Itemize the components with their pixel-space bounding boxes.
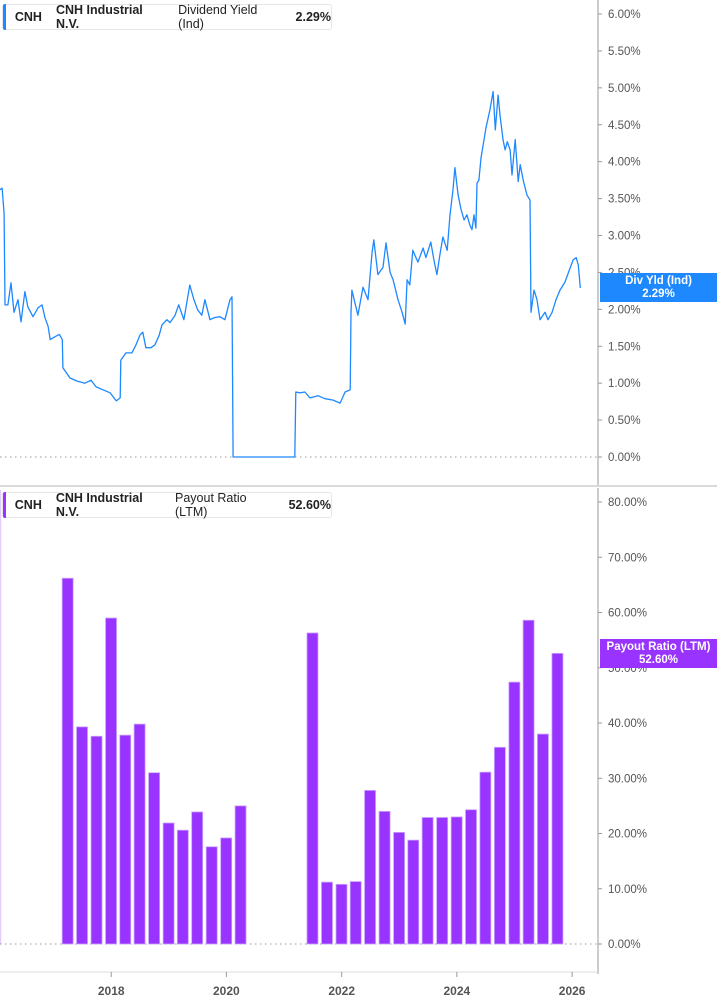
payout-bar: [220, 837, 233, 945]
y-tick-label: 10.00%: [608, 884, 647, 896]
payout-bar: [61, 577, 74, 945]
tag-value: 52.60%: [638, 654, 678, 666]
y-tick-label: 0.00%: [608, 452, 641, 464]
y-tick-label: 60.00%: [608, 608, 647, 620]
y-tick-label: 4.50%: [608, 120, 641, 132]
x-tick-label: 2026: [559, 984, 586, 998]
payout-bar: [148, 772, 161, 945]
payout-bar: [191, 811, 204, 945]
legend-metric: Dividend Yield (Ind): [178, 3, 258, 31]
payout-ratio-legend: CNH CNH Industrial N.V. Payout Ratio (LT…: [2, 491, 332, 519]
payout-bar: [421, 817, 434, 945]
y-tick-label: 0.00%: [608, 939, 641, 951]
legend-company: CNH Industrial N.V.: [55, 491, 143, 519]
y-tick-label: 20.00%: [608, 829, 647, 841]
payout-bar: [234, 805, 247, 945]
y-tick-label: 30.00%: [608, 773, 647, 785]
dividend-yield-current-tag: Div Yld (Ind) 2.29%: [600, 273, 717, 302]
x-axis: 2018 2020 2022 2024 2026: [0, 971, 598, 998]
payout-bar: [205, 846, 218, 945]
y-tick-label: 40.00%: [608, 718, 647, 730]
payout-bar: [450, 816, 463, 945]
y-tick-label: 2.00%: [608, 304, 641, 316]
y-tick-label: 4.00%: [608, 157, 641, 169]
series-color-swatch: [3, 4, 6, 30]
x-tick-label: 2022: [328, 984, 355, 998]
payout-bar: [465, 809, 477, 945]
legend-ticker: CNH: [14, 498, 42, 512]
payout-bar: [321, 881, 333, 945]
legend-company: CNH Industrial N.V.: [55, 3, 143, 31]
y-tick-label: 0.50%: [608, 415, 641, 427]
payout-bar: [364, 790, 376, 945]
payout-bar: [176, 829, 189, 945]
payout-bar: [508, 681, 521, 945]
y-tick-label: 80.00%: [608, 497, 647, 509]
y-tick-label: 6.00%: [608, 9, 641, 21]
payout-bar: [378, 811, 391, 945]
payout-bar: [537, 733, 549, 945]
payout-bar: [479, 771, 492, 945]
y-tick-label: 70.00%: [608, 552, 647, 564]
payout-bar: [76, 726, 88, 945]
payout-bar: [90, 735, 103, 945]
payout-bar: [522, 619, 535, 945]
payout-bar: [493, 746, 506, 945]
payout-bar: [335, 883, 348, 945]
payout-bar: [551, 652, 564, 945]
payout-bar: [162, 822, 175, 945]
y-tick-label: 3.00%: [608, 231, 641, 243]
series-color-swatch: [3, 492, 6, 518]
legend-value: 2.29%: [295, 10, 331, 24]
y-tick-label: 5.50%: [608, 46, 641, 58]
dividend-yield-line: [0, 90, 581, 458]
x-tick-label: 2024: [443, 984, 470, 998]
x-tick-label: 2020: [213, 984, 240, 998]
payout-bar: [105, 617, 117, 945]
legend-value: 52.60%: [288, 498, 331, 512]
y-tick-label: 5.00%: [608, 83, 641, 95]
tag-label: Payout Ratio (LTM): [606, 641, 711, 653]
payout-bar: [393, 831, 405, 945]
payout-bar: [407, 839, 420, 945]
dividend-yield-legend: CNH CNH Industrial N.V. Dividend Yield (…: [2, 3, 332, 31]
tag-value: 2.29%: [642, 288, 675, 300]
tag-label: Div Yld (Ind): [625, 275, 692, 287]
payout-bar: [306, 632, 319, 945]
payout-bar: [133, 723, 146, 945]
payout-ratio-panel: 0.00%10.00%20.00%30.00%40.00%50.00%60.00…: [0, 488, 647, 974]
dividend-yield-panel: 0.00%0.50%1.00%1.50%2.00%2.50%3.00%3.50%…: [0, 0, 641, 485]
y-tick-label: 3.50%: [608, 194, 641, 206]
payout-bar: [436, 817, 449, 945]
legend-metric: Payout Ratio (LTM): [175, 491, 247, 519]
y-tick-label: 1.00%: [608, 378, 641, 390]
payout-ratio-current-tag: Payout Ratio (LTM) 52.60%: [600, 639, 717, 668]
y-tick-label: 1.50%: [608, 341, 641, 353]
payout-bar: [349, 881, 362, 945]
payout-bar: [119, 734, 132, 945]
x-tick-label: 2018: [98, 984, 125, 998]
legend-ticker: CNH: [14, 10, 42, 24]
